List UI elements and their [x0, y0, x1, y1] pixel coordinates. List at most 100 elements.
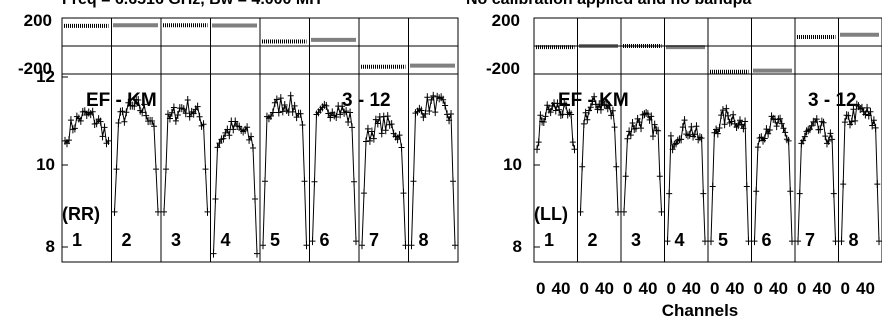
- amplitude-point: [544, 101, 551, 110]
- amplitude-point: [402, 241, 409, 250]
- amplitude-point: [214, 143, 221, 152]
- amplitude-point: [170, 103, 177, 112]
- amplitude-point: [113, 165, 120, 174]
- x-tick-label: 0: [841, 279, 850, 298]
- amplitude-point: [872, 123, 879, 132]
- amplitude-point: [168, 108, 175, 117]
- subband-label: 4: [675, 230, 685, 250]
- amplitude-point: [627, 131, 634, 140]
- amplitude-point: [368, 127, 375, 136]
- amplitude-point: [131, 102, 138, 111]
- amplitude-curve: [754, 115, 793, 242]
- amplitude-point: [845, 111, 852, 120]
- amplitude-point: [777, 114, 784, 123]
- x-tick-label: 0: [754, 279, 763, 298]
- amplitude-point: [260, 241, 266, 250]
- amplitude-point: [725, 111, 732, 120]
- amplitude-point: [396, 131, 403, 140]
- amplitude-point: [540, 118, 547, 127]
- amplitude-point: [232, 117, 239, 126]
- amplitude-point: [93, 119, 100, 128]
- amplitude-point: [196, 112, 203, 121]
- amplitude-point: [382, 126, 389, 135]
- amplitude-curve: [114, 99, 159, 212]
- amplitude-point: [622, 172, 629, 181]
- amplitude-point: [202, 165, 209, 174]
- amplitude-point: [609, 106, 616, 115]
- amplitude-point: [161, 207, 167, 216]
- amplitude-point: [669, 145, 676, 154]
- amplitude-point: [644, 110, 651, 119]
- amplitude-point: [162, 165, 169, 174]
- amplitude-point: [428, 95, 435, 104]
- amplitude-point: [333, 113, 340, 122]
- amplitude-point: [287, 91, 294, 100]
- amplitude-point: [370, 134, 377, 143]
- amplitude-point: [579, 162, 586, 171]
- amplitude-point: [121, 117, 128, 126]
- amplitude-point: [164, 110, 171, 119]
- amplitude-point: [252, 195, 259, 204]
- amplitude-point: [664, 237, 671, 246]
- amplitude-point: [716, 124, 723, 133]
- subband-label: 3: [631, 230, 641, 250]
- amp-tick-label: 8: [513, 237, 522, 256]
- baseline-index-label: 3 - 12: [342, 90, 391, 111]
- subband-label: 5: [270, 230, 280, 250]
- amplitude-point: [782, 128, 789, 137]
- subband-label: 2: [588, 230, 598, 250]
- amplitude-point: [813, 115, 820, 124]
- amplitude-point: [721, 120, 728, 129]
- amplitude-point: [827, 129, 834, 138]
- amplitude-point: [571, 145, 578, 154]
- x-axis: Channels 0 40 0 40 0 40 0 40 0 40 0 40 0 40 0 40: [536, 279, 875, 320]
- amplitude-point: [337, 110, 344, 119]
- amplitude-point: [190, 109, 197, 118]
- amplitude-point: [728, 117, 735, 126]
- x-tick-label: 40: [595, 279, 614, 298]
- amplitude-point: [115, 119, 122, 128]
- x-tick-label: 0: [710, 279, 719, 298]
- amplitude-point: [713, 125, 720, 134]
- amplitude-point: [658, 207, 665, 216]
- amplitude-point: [584, 115, 591, 124]
- amplitude-point: [89, 107, 96, 116]
- amplitude-point: [840, 180, 847, 189]
- amplitude-point: [345, 117, 352, 126]
- amplitude-point: [870, 116, 877, 125]
- amplitude-point: [751, 237, 758, 246]
- amplitude-curve: [312, 104, 357, 242]
- amplitude-point: [418, 106, 425, 115]
- amplitude-point: [666, 189, 673, 198]
- amplitude-point: [718, 111, 725, 120]
- amplitude-point: [693, 122, 700, 131]
- phase-tick-label: 200: [24, 11, 52, 30]
- amplitude-point: [65, 136, 72, 145]
- amplitude-point: [735, 121, 742, 130]
- amplitude-point: [801, 132, 808, 141]
- amplitude-point: [556, 105, 563, 114]
- amplitude-point: [119, 107, 126, 116]
- baseline-label: EF - KM: [86, 90, 157, 111]
- amplitude-point: [186, 112, 193, 121]
- amplitude-point: [848, 117, 855, 126]
- amplitude-point: [99, 132, 106, 141]
- amplitude-point: [829, 135, 836, 144]
- subband-label: 2: [122, 230, 132, 250]
- amplitude-point: [785, 136, 792, 145]
- amplitude-point: [149, 116, 156, 125]
- amplitude-point: [730, 110, 737, 119]
- amplitude-point: [204, 207, 211, 216]
- polarization-label: (LL): [534, 204, 568, 224]
- amplitude-point: [867, 107, 874, 116]
- amplitude-point: [780, 124, 787, 133]
- polarization-label: (RR): [62, 204, 100, 224]
- amp-tick-label: 12: [36, 67, 55, 86]
- amplitude-point: [714, 129, 721, 138]
- amplitude-point: [366, 136, 373, 145]
- baseline-index-label: 3 - 12: [808, 90, 857, 111]
- amplitude-point: [448, 109, 455, 118]
- amplitude-point: [97, 117, 104, 126]
- amplitude-point: [151, 122, 158, 131]
